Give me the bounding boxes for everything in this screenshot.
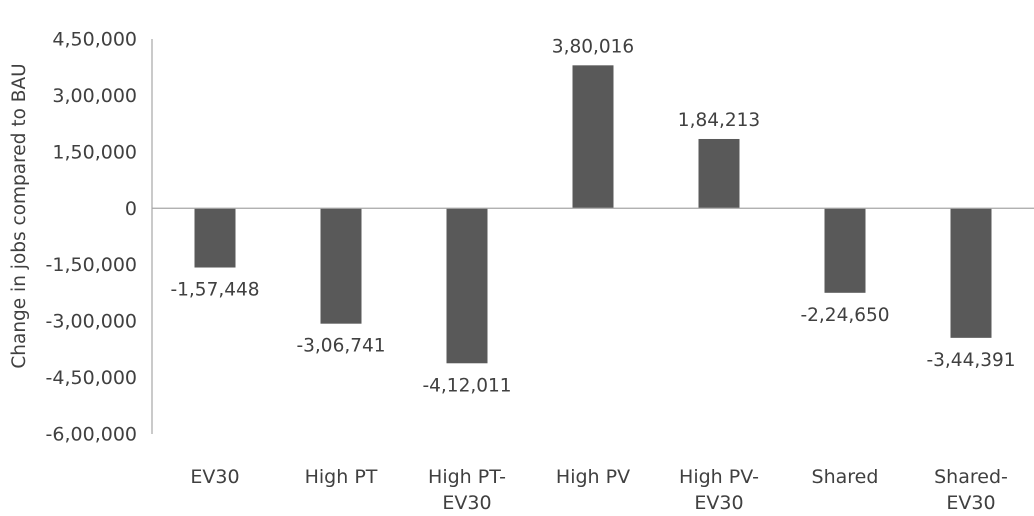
data-label: -2,24,650	[800, 305, 889, 326]
y-tick-label: -4,50,000	[46, 367, 137, 389]
bar	[698, 138, 740, 209]
x-tick-label: EV30	[694, 492, 743, 514]
x-tick-label: Shared	[812, 466, 879, 488]
y-tick-label: 4,50,000	[52, 29, 137, 51]
data-label: -4,12,011	[422, 375, 511, 396]
y-axis-tick-labels: 4,50,000 3,00,000 1,50,000 0 -1,50,000 -3,00,…	[46, 29, 137, 446]
y-tick-label: -1,50,000	[46, 254, 137, 276]
y-tick-label: 3,00,000	[52, 85, 137, 107]
x-tick-label: High PT	[305, 466, 378, 488]
x-tick-label: EV30	[190, 466, 239, 488]
bar	[446, 208, 488, 364]
x-axis-category-labels: EV30 High PT High PT- EV30 High PV High PV- EV…	[190, 466, 1007, 514]
y-axis-title: Change in jobs compared to BAU	[9, 63, 30, 368]
bar	[824, 208, 866, 293]
bar	[320, 208, 362, 324]
data-label: -3,44,391	[926, 350, 1015, 371]
x-tick-label: High PV-	[679, 466, 759, 488]
data-labels: -1,57,448 -3,06,741 -4,12,011 3,80,016 1,84,…	[170, 36, 1015, 396]
bar	[194, 208, 236, 268]
axes	[151, 39, 1034, 434]
bar	[572, 65, 614, 209]
data-label: -3,06,741	[296, 336, 385, 357]
y-tick-label: -3,00,000	[46, 311, 137, 333]
x-tick-label: High PT-	[428, 466, 506, 488]
data-label: 1,84,213	[678, 110, 760, 131]
y-tick-label: 1,50,000	[52, 141, 137, 163]
x-tick-label: EV30	[946, 492, 995, 514]
x-tick-label: EV30	[442, 492, 491, 514]
bars	[194, 65, 992, 364]
data-label: -1,57,448	[170, 280, 259, 301]
y-tick-label: -6,00,000	[46, 424, 137, 446]
x-tick-label: Shared-	[934, 466, 1008, 488]
bar	[950, 208, 992, 338]
y-tick-label: 0	[125, 198, 137, 220]
x-tick-label: High PV	[556, 466, 630, 488]
data-label: 3,80,016	[552, 36, 634, 57]
